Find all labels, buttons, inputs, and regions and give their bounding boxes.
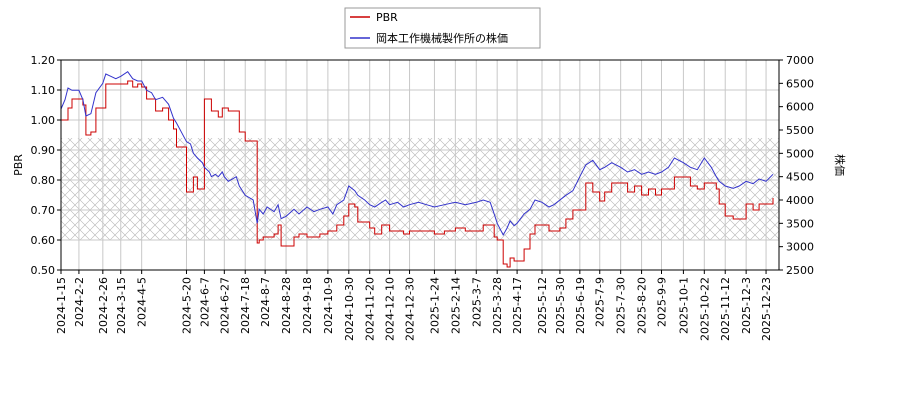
right-tick-label: 3000 — [786, 241, 814, 254]
x-tick-label: 2024-6-27 — [218, 277, 231, 334]
series-layer — [61, 71, 774, 268]
right-tick-label: 4500 — [786, 171, 814, 184]
series-line-price — [61, 71, 774, 237]
plot-frame — [60, 59, 780, 271]
x-tick-label: 2024-10-30 — [343, 277, 356, 341]
legend-label-price: 岡本工作機械製作所の株価 — [376, 31, 508, 45]
x-tick-label: 2024-8-7 — [259, 277, 272, 327]
legend-label-pbr: PBR — [376, 11, 398, 24]
x-tick-label: 2025-10-22 — [698, 277, 711, 341]
right-tick-label: 2500 — [786, 264, 814, 277]
x-tick-label: 2025-3-7 — [470, 277, 483, 327]
right-tick-label: 6000 — [786, 101, 814, 114]
right-tick-label: 3500 — [786, 217, 814, 230]
x-tick-label: 2024-5-20 — [180, 277, 193, 334]
legend: PBR 岡本工作機械製作所の株価 — [344, 7, 541, 49]
x-tick-label: 2025-10-1 — [677, 277, 690, 334]
x-tick-label: 2024-12-30 — [404, 277, 417, 341]
x-tick-label: 2024-4-5 — [136, 277, 149, 327]
x-tick-label: 2024-7-18 — [239, 277, 252, 334]
left-tick-label: 0.50 — [31, 264, 56, 277]
x-tick-label: 2024-12-10 — [384, 277, 397, 341]
x-tick-label: 2024-8-28 — [280, 277, 293, 334]
x-tick-label: 2024-9-18 — [301, 277, 314, 334]
x-tick-label: 2024-3-15 — [115, 277, 128, 334]
left-axis: 0.50 0.60 0.70 0.80 0.90 1.00 1.10 1.20 — [31, 54, 61, 277]
x-tick-label: 2025-9-9 — [655, 277, 668, 327]
left-tick-label: 1.10 — [31, 84, 56, 97]
x-tick-label: 2025-5-12 — [536, 277, 549, 334]
x-tick-label: 2025-2-14 — [449, 277, 462, 334]
right-tick-label: 5000 — [786, 147, 814, 160]
x-tick-label: 2025-5-30 — [554, 277, 567, 334]
x-tick-label: 2024-2-2 — [73, 277, 86, 327]
x-tick-label: 2024-11-20 — [364, 277, 377, 341]
x-tick-label: 2025-7-30 — [615, 277, 628, 334]
x-tick-label: 2025-6-19 — [574, 277, 587, 334]
series-line-pbr — [61, 80, 774, 268]
x-tick-label: 2025-3-28 — [491, 277, 504, 334]
right-tick-label: 5500 — [786, 124, 814, 137]
left-tick-label: 0.60 — [31, 234, 56, 247]
x-tick-label: 2025-7-9 — [594, 277, 607, 327]
right-tick-label: 4000 — [786, 194, 814, 207]
hatched-band-rect — [61, 138, 779, 240]
right-tick-label: 6500 — [786, 77, 814, 90]
right-tick-label: 7000 — [786, 54, 814, 67]
x-tick-label: 2024-1-15 — [55, 277, 68, 334]
legend-box — [344, 7, 541, 49]
right-axis-label: 株価 — [833, 154, 847, 176]
x-tick-label: 2025-1-24 — [428, 277, 441, 334]
x-axis: 2024-1-15 2024-2-2 2024-2-26 2024-3-15 2024-… — [55, 270, 773, 341]
x-tick-label: 2024-6-7 — [198, 277, 211, 327]
left-tick-label: 0.80 — [31, 174, 56, 187]
x-tick-label: 2025-12-3 — [740, 277, 753, 334]
left-tick-label: 1.20 — [31, 54, 56, 67]
left-tick-label: 0.70 — [31, 204, 56, 217]
x-tick-label: 2025-12-23 — [760, 277, 773, 341]
x-tick-label: 2025-8-20 — [636, 277, 649, 334]
left-axis-label: PBR — [12, 154, 25, 176]
right-axis: 2500 3000 3500 4000 4500 5000 5500 6000 6500 7000 — [779, 54, 814, 277]
x-tick-label: 2025-4-17 — [511, 277, 524, 334]
x-tick-label: 2024-2-26 — [97, 277, 110, 334]
left-tick-label: 1.00 — [31, 114, 56, 127]
left-tick-label: 0.90 — [31, 144, 56, 157]
x-tick-label: 2025-11-12 — [719, 277, 732, 341]
hatched-band — [61, 138, 779, 240]
x-tick-label: 2024-10-9 — [322, 277, 335, 334]
